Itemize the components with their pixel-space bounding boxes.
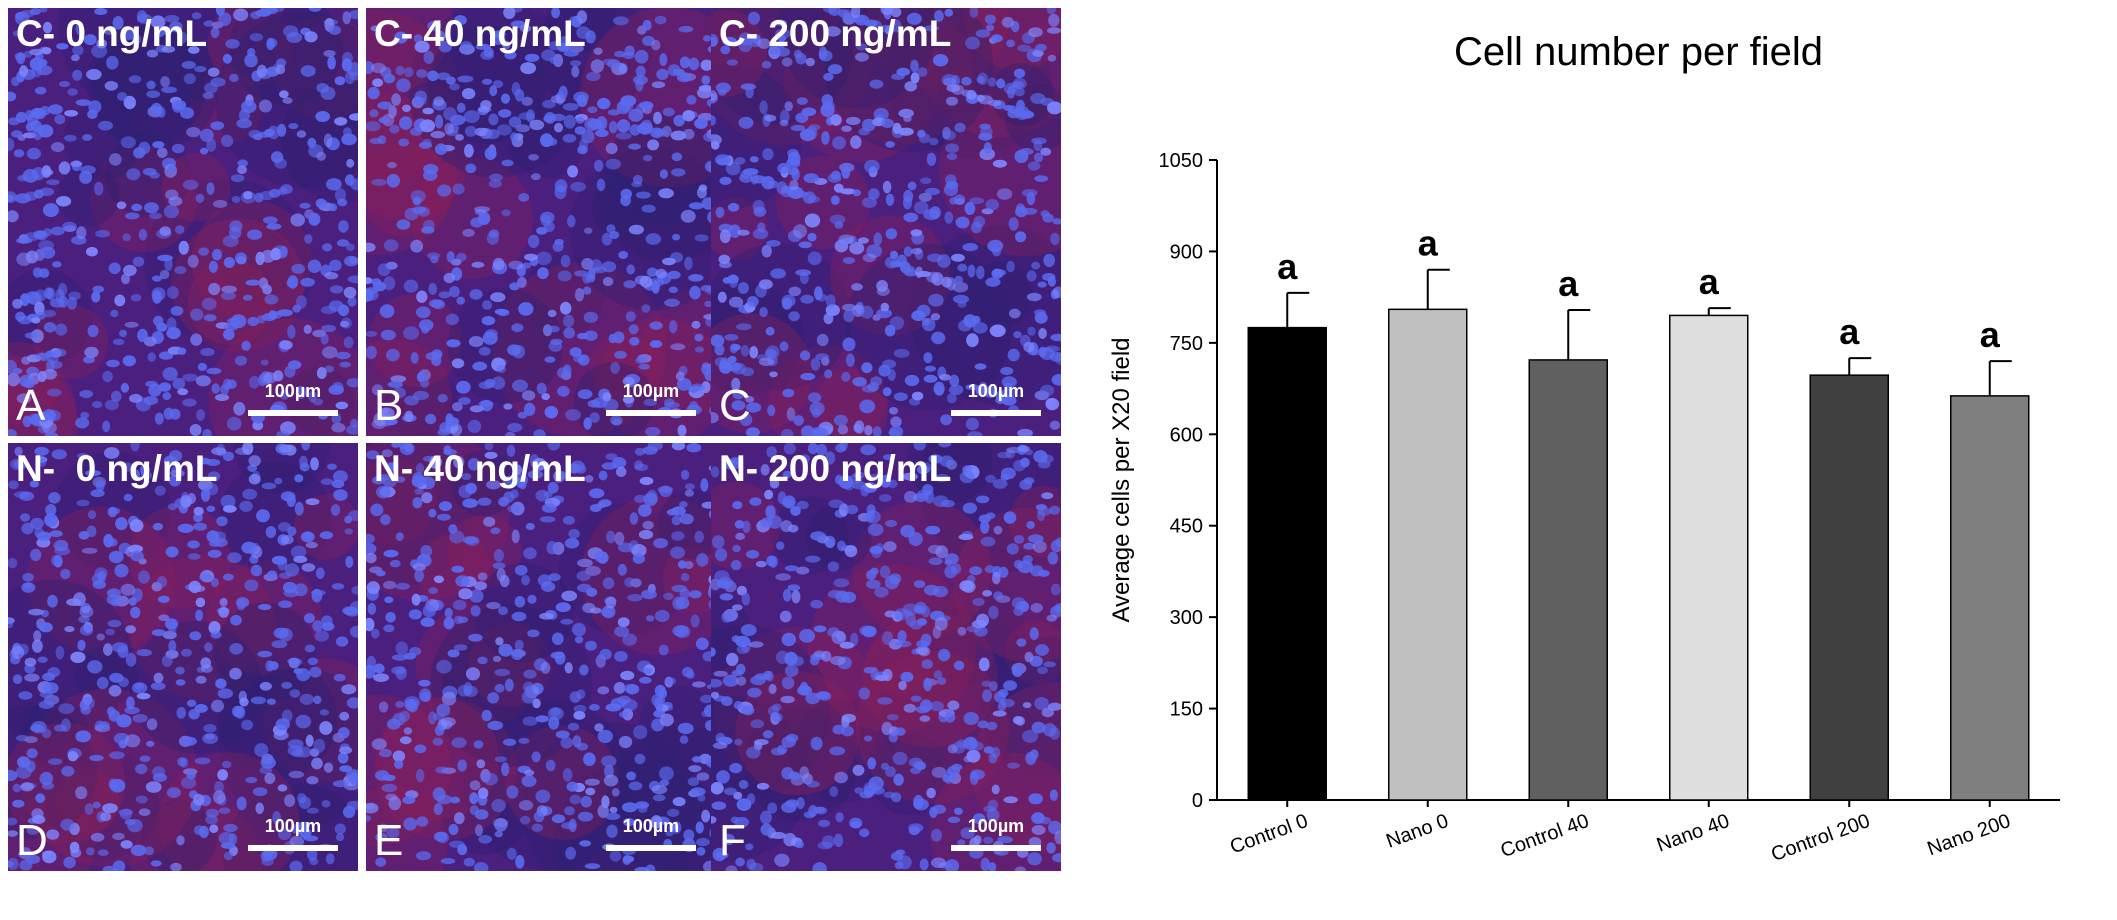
x-tick-label: Control 40	[1498, 810, 1592, 862]
panel-title: N- 40 ng/mL	[374, 448, 586, 489]
micrograph-panel-c: C- 200 ng/mL C 100µm	[711, 8, 1061, 436]
significance-label: a	[1980, 314, 2001, 355]
scale-bar	[248, 845, 338, 851]
panel-letter: B	[374, 381, 404, 430]
x-tick-label: Nano 200	[1924, 810, 2013, 860]
panel-letter: E	[374, 816, 404, 865]
bar	[1247, 326, 1327, 801]
y-tick-label: 900	[1170, 241, 1203, 263]
significance-label: a	[1418, 223, 1439, 264]
panel-letter: F	[719, 816, 746, 865]
y-tick-label: 150	[1170, 699, 1203, 721]
y-axis-label: Average cells per X20 field	[1108, 337, 1135, 622]
micrograph-panel-e: N- 40 ng/mL E 100µm	[366, 443, 716, 871]
micrograph-panel-d: N- 0 ng/mL D 100µm	[8, 443, 358, 871]
micrograph-image	[8, 8, 358, 436]
panel-title: C- 200 ng/mL	[719, 13, 952, 54]
bar	[1809, 374, 1889, 801]
panel-letter: D	[16, 816, 48, 865]
micrograph-image	[711, 443, 1061, 871]
y-tick-label: 600	[1170, 424, 1203, 446]
scale-bar-label: 100µm	[264, 381, 322, 401]
scale-bar-label: 100µm	[967, 816, 1025, 836]
scale-bar-label: 100µm	[622, 381, 680, 401]
panel-title: N- 0 ng/mL	[16, 448, 218, 489]
x-tick-label: Nano 0	[1383, 810, 1451, 853]
y-tick-label: 450	[1170, 516, 1203, 538]
x-tick-label: Control 200	[1768, 810, 1873, 866]
micrograph-panel-f: N- 200 ng/mL F 100µm	[711, 443, 1061, 871]
scale-bar	[951, 845, 1041, 851]
micrograph-image	[711, 8, 1061, 436]
micrograph-panel-a: C- 0 ng/mL A 100µm	[8, 8, 358, 436]
significance-label: a	[1558, 263, 1579, 304]
scale-bar	[606, 845, 696, 851]
significance-label: a	[1699, 261, 1720, 302]
x-tick-label: Control 0	[1227, 810, 1311, 858]
bar	[1528, 359, 1608, 801]
scale-bar	[951, 410, 1041, 416]
chart-title: Cell number per field	[1454, 30, 1823, 74]
significance-label: a	[1277, 246, 1298, 287]
scale-bar	[606, 410, 696, 416]
scale-bar-label: 100µm	[264, 816, 322, 836]
panel-title: N- 200 ng/mL	[719, 448, 952, 489]
panel-letter: A	[16, 381, 46, 430]
scale-bar	[248, 410, 338, 416]
micrograph-grid: C- 0 ng/mL A 100µm C- 40 ng/mL B 100µm C- 200 …	[8, 8, 1061, 871]
micrograph-panel-b: C- 40 ng/mL B 100µm	[366, 8, 716, 436]
cell-number-chart: Cell number per field 0 150 300 450 600 750 900…	[1080, 0, 2117, 915]
y-tick-label: 750	[1170, 333, 1203, 355]
panel-title: C- 40 ng/mL	[374, 13, 586, 54]
y-tick-label: 300	[1170, 607, 1203, 629]
scale-bar-label: 100µm	[967, 381, 1025, 401]
y-tick-label: 0	[1192, 790, 1203, 812]
significance-label: a	[1839, 311, 1860, 352]
bar	[1388, 308, 1468, 801]
micrograph-image	[366, 8, 716, 436]
x-tick-label: Nano 40	[1654, 810, 1733, 857]
y-tick-label: 1050	[1159, 150, 1204, 172]
panel-title: C- 0 ng/mL	[16, 13, 208, 54]
micrograph-image	[366, 443, 716, 871]
micrograph-image	[8, 443, 358, 871]
bar	[1669, 314, 1749, 801]
scale-bar-label: 100µm	[622, 816, 680, 836]
bar-chart-svg: Cell number per field 0 150 300 450 600 750 900…	[1108, 30, 2060, 866]
bar	[1950, 395, 2030, 801]
panel-letter: C	[719, 381, 751, 430]
